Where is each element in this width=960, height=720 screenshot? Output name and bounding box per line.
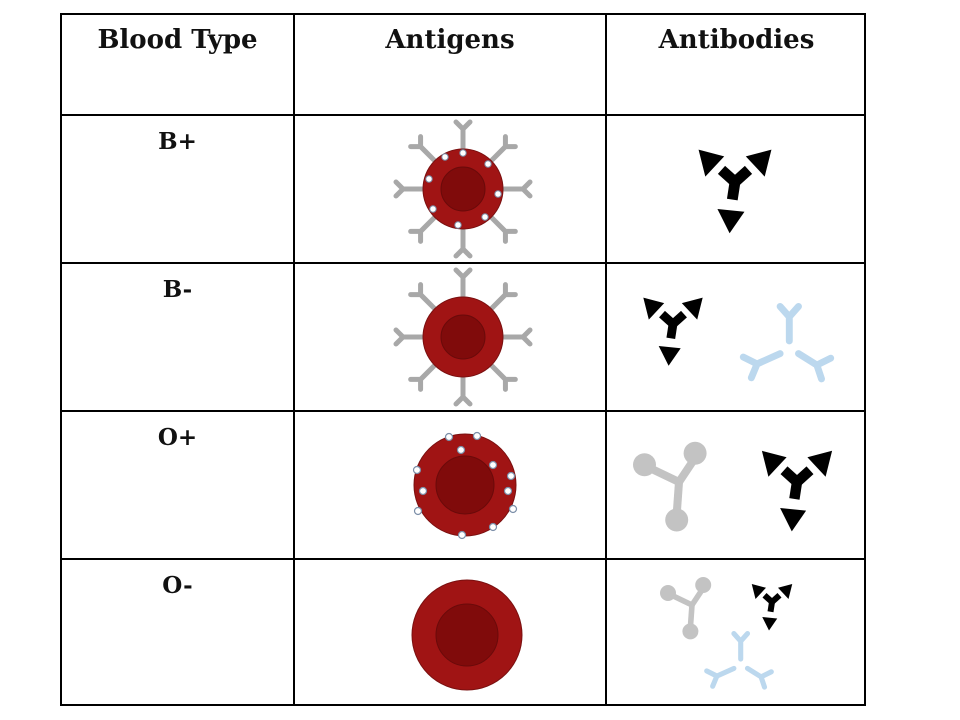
anti-b-antibody-icon — [633, 442, 707, 532]
anti-a-antibody-icon — [699, 150, 772, 234]
red-cell-b-antigens-icon — [295, 264, 605, 410]
antibodies-icon — [607, 264, 866, 410]
anti-a-antibody-icon — [752, 584, 793, 631]
blood-type-label: O+ — [157, 424, 198, 451]
row-o-positive: O+ — [62, 410, 864, 558]
anti-a-antibody-icon — [643, 298, 702, 366]
anti-rh-antibody-icon — [743, 306, 830, 378]
antibody-cell — [605, 560, 866, 704]
row-b-negative: B- — [62, 262, 864, 410]
header-antigens: Antigens — [293, 15, 605, 114]
antigen-cell — [293, 264, 605, 410]
header-blood-type: Blood Type — [97, 25, 258, 55]
antigen-cell — [293, 560, 605, 704]
antibodies-icon — [607, 560, 866, 704]
antibodies-icon — [607, 116, 866, 262]
antibodies-icon — [607, 412, 866, 558]
red-cell-no-antigens-icon — [411, 579, 523, 691]
anti-rh-antibody-icon — [707, 634, 772, 688]
antigen-cell — [293, 412, 605, 558]
antigen-cell — [293, 116, 605, 262]
anti-b-antibody-icon — [660, 577, 711, 639]
red-cell-b-rh-antigens-icon — [295, 116, 605, 262]
blood-type-label: B+ — [158, 128, 197, 155]
row-o-negative: O- — [62, 558, 864, 704]
header-row: Blood Type Antigens Antibodies — [62, 15, 864, 114]
antibody-cell — [605, 264, 866, 410]
row-b-positive: B+ — [62, 114, 864, 262]
blood-type-table: Blood Type Antigens Antibodies B+ — [60, 13, 866, 706]
header-antibodies: Antibodies — [605, 15, 866, 114]
blood-type-label: O- — [162, 572, 193, 599]
red-cell-rh-antigens-icon — [412, 431, 518, 540]
anti-a-antibody-icon — [762, 451, 832, 532]
blood-type-label: B- — [162, 276, 193, 303]
antibody-cell — [605, 116, 866, 262]
antibody-cell — [605, 412, 866, 558]
